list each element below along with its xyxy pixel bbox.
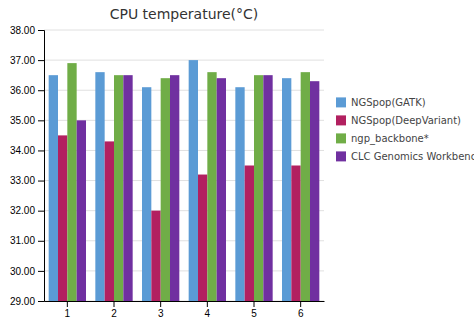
tick-label: 30.00 (10, 266, 35, 277)
legend-label: NGSpop(GATK) (351, 97, 426, 108)
legend-item: CLC Genomics Workbench (336, 151, 474, 162)
tick-label: 4 (205, 308, 211, 319)
legend-swatch (336, 151, 346, 161)
tick-mark (67, 301, 68, 307)
tick-label: 32.00 (10, 205, 35, 216)
tick-label: 31.00 (10, 235, 35, 246)
x-axis: 1 2 3 4 5 6 (45, 301, 325, 319)
bar (151, 211, 160, 301)
legend-swatch (336, 97, 346, 107)
tick-label: 37.00 (10, 55, 35, 66)
legend-item: ngp_backbone* (336, 133, 429, 145)
bar (95, 72, 104, 301)
bar (114, 75, 123, 301)
tick-mark (300, 301, 301, 307)
bar (245, 166, 254, 302)
chart: CPU temperature(°C) 29.00 30.00 31.00 32.00 3… (0, 0, 474, 327)
tick-mark (38, 90, 44, 91)
tick: 1 (65, 301, 71, 319)
tick: 33.00 (10, 175, 44, 186)
tick-mark (38, 301, 44, 302)
grid-line (44, 30, 324, 31)
bar (123, 75, 132, 301)
tick-mark (38, 150, 44, 151)
tick-mark (114, 301, 115, 307)
bar (301, 72, 310, 301)
legend-item: NGSpop(DeepVariant) (336, 115, 461, 126)
bar (49, 75, 58, 301)
legend-label: CLC Genomics Workbench (351, 151, 474, 162)
tick-mark (38, 271, 44, 272)
tick-label: 6 (298, 308, 304, 319)
bar (77, 120, 86, 301)
tick-label: 36.00 (10, 85, 35, 96)
tick: 35.00 (10, 115, 44, 126)
tick-label: 35.00 (10, 115, 35, 126)
bar (254, 75, 263, 301)
title: CPU temperature(°C) (110, 6, 259, 22)
tick: 36.00 (10, 85, 44, 96)
tick-mark (254, 301, 255, 307)
tick-label: 34.00 (10, 145, 35, 156)
series (49, 60, 292, 301)
bar (161, 78, 170, 301)
series (77, 75, 320, 301)
series (67, 63, 310, 301)
bar (170, 75, 179, 301)
tick-label: 5 (251, 308, 257, 319)
bar (142, 87, 151, 301)
bar (189, 60, 198, 301)
tick: 5 (251, 301, 257, 319)
legend-label: ngp_backbone* (351, 133, 429, 145)
tick-mark (38, 241, 44, 242)
axis-line (38, 31, 45, 302)
bar (198, 175, 207, 301)
tick: 38.00 (10, 25, 44, 36)
tick: 34.00 (10, 145, 44, 156)
tick-mark (38, 60, 44, 61)
bar (235, 87, 244, 301)
tick-label: 33.00 (10, 175, 35, 186)
tick: 29.00 (10, 296, 44, 307)
legend-item: NGSpop(GATK) (336, 97, 426, 108)
plot: 29.00 30.00 31.00 32.00 33.00 34.00 35.00 36.00… (10, 25, 325, 319)
bar (291, 166, 300, 302)
legend-swatch (336, 115, 346, 125)
tick: 31.00 (10, 235, 44, 246)
tick: 4 (205, 301, 211, 319)
bar (263, 75, 272, 301)
bars (49, 60, 320, 301)
tick-label: 38.00 (10, 25, 35, 36)
tick-mark (38, 211, 44, 212)
legend-swatch (336, 133, 346, 143)
legend: NGSpop(GATK) NGSpop(DeepVariant) ngp_backb… (336, 97, 474, 162)
tick: 32.00 (10, 205, 44, 216)
grid (44, 30, 324, 301)
tick-label: 3 (158, 308, 164, 319)
tick-mark (38, 120, 44, 121)
bar (105, 141, 114, 301)
legend-label: NGSpop(DeepVariant) (351, 115, 461, 126)
bar (282, 78, 291, 301)
bar (67, 63, 76, 301)
tick: 37.00 (10, 55, 44, 66)
tick: 30.00 (10, 266, 44, 277)
y-axis: 29.00 30.00 31.00 32.00 33.00 34.00 35.00 36.00… (10, 25, 45, 307)
bar (310, 81, 319, 301)
tick-label: 1 (65, 308, 71, 319)
tick: 6 (298, 301, 304, 319)
tick-mark (160, 301, 161, 307)
bar (207, 72, 216, 301)
bar (58, 135, 67, 301)
axis-line (45, 301, 325, 302)
tick-mark (38, 181, 44, 182)
tick-label: 2 (111, 308, 117, 319)
tick: 3 (158, 301, 164, 319)
tick-mark (38, 30, 44, 31)
tick: 2 (111, 301, 117, 319)
bar (217, 78, 226, 301)
grid-line (44, 60, 324, 61)
tick-mark (207, 301, 208, 307)
tick-label: 29.00 (10, 296, 35, 307)
